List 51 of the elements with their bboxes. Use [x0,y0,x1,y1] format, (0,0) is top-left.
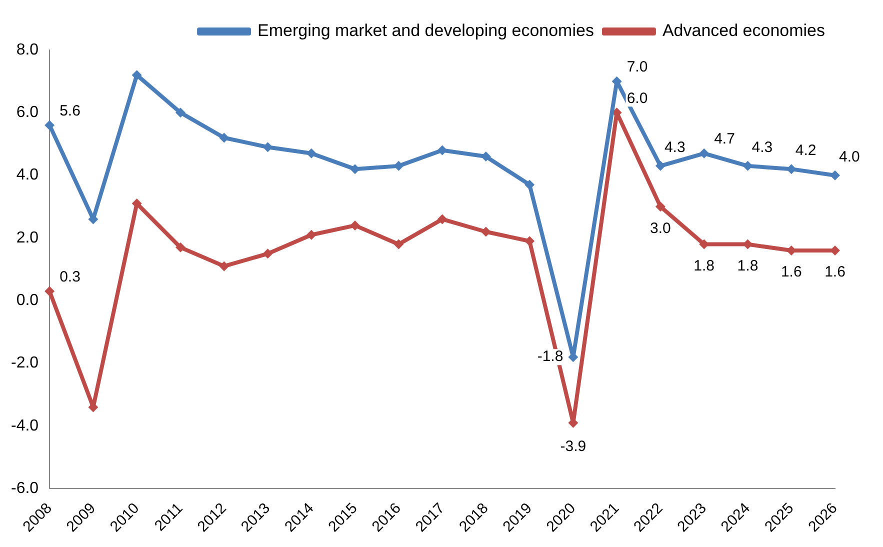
legend-label: Emerging market and developing economies [258,21,594,40]
y-tick-label: -4.0 [10,417,39,434]
data-label: 4.2 [795,142,816,160]
point [437,214,448,224]
point [175,242,186,252]
data-label: 4.7 [714,130,735,148]
data-label: 0.3 [60,268,80,286]
y-tick-label: 6.0 [16,104,39,122]
point [655,160,666,171]
data-label: 1.8 [737,257,758,274]
point [480,226,491,237]
point [132,70,142,80]
point [742,160,753,171]
point [655,202,666,212]
point [175,108,186,118]
y-tick-label: 4.0 [16,166,39,184]
point [262,142,273,152]
point [524,180,535,190]
data-label: 4.3 [664,139,686,156]
data-label: 1.8 [694,257,715,274]
point [306,148,316,158]
data-label: 1.6 [824,264,846,281]
point [437,145,448,156]
y-tick-label: 8.0 [16,41,39,58]
point [830,170,840,180]
data-label: 6.0 [626,90,648,107]
data-label: -1.8 [537,348,564,366]
data-label: 1.6 [780,264,802,281]
data-label: 5.6 [60,102,80,120]
point [44,286,55,296]
point [394,239,404,250]
point [306,230,316,240]
data-label: -3.9 [560,438,586,456]
data-label: 4.0 [839,148,860,166]
point [262,248,273,259]
y-tick-label: -6.0 [10,480,39,498]
point [524,236,535,246]
y-tick-label: 0.0 [16,292,39,310]
point [219,132,230,143]
data-label: 3.0 [650,220,671,237]
y-tick-label: 2.0 [16,229,39,246]
point [699,148,710,158]
y-tick-label: -2.0 [10,354,39,372]
data-label: 4.3 [752,139,773,156]
point [44,120,55,130]
legend-label: Advanced economies [662,21,825,40]
point [394,160,404,171]
point [350,220,360,230]
data-label: 7.0 [626,58,648,76]
point [219,261,230,272]
point [786,164,796,174]
